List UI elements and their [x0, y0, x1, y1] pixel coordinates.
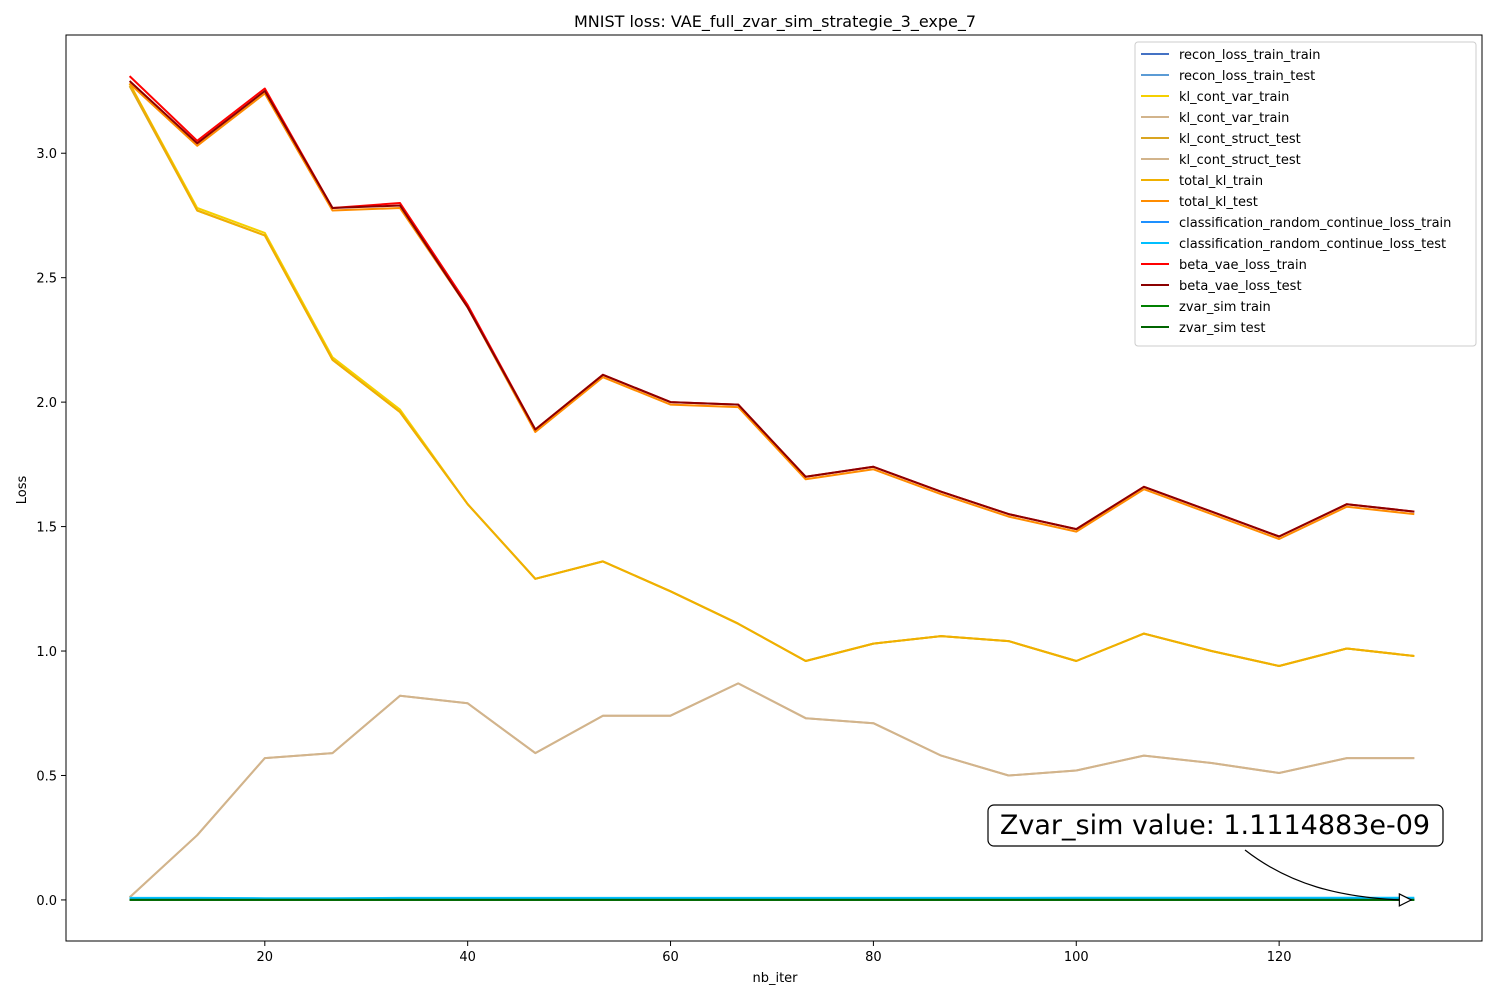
- series-line-11: [128, 80, 1415, 538]
- y-tick-label: 1.0: [36, 645, 57, 660]
- legend-label: total_kl_test: [1179, 195, 1258, 210]
- series-layer: [128, 75, 1415, 901]
- annotation-box: [987, 804, 1444, 847]
- y-tick-label: 1.5: [36, 521, 57, 536]
- x-axis-label: nb_iter: [752, 971, 798, 986]
- axes-layer: 20 40 60 80 100 120 0.0 0.5 1.0 1.5 2.0 2.5 3.0: [36, 34, 1483, 965]
- legend-label: classification_random_continue_loss_trai…: [1179, 216, 1451, 231]
- legend-label: kl_cont_var_train: [1179, 111, 1289, 126]
- series-line-3: [128, 682, 1415, 899]
- legend-label: kl_cont_struct_test: [1179, 132, 1301, 147]
- x-tick-label: 100: [1064, 950, 1089, 965]
- annotation-arrow: [1244, 849, 1400, 901]
- x-tick-label: 80: [865, 950, 882, 965]
- legend-label: kl_cont_var_train: [1179, 90, 1289, 105]
- x-tick-label: 20: [257, 950, 274, 965]
- series-line-9: [129, 896, 1415, 900]
- plot-frame: [65, 34, 1483, 942]
- chart-title: MNIST loss: VAE_full_zvar_sim_strategie_…: [574, 12, 976, 32]
- annotation-text: Zvar_sim value: 1.1114883e-09: [1000, 810, 1430, 841]
- legend-label: classification_random_continue_loss_test: [1179, 237, 1446, 252]
- legend-label: zvar_sim train: [1179, 300, 1271, 315]
- legend-label: beta_vae_loss_test: [1179, 279, 1302, 294]
- legend-label: kl_cont_struct_test: [1179, 153, 1301, 168]
- legend-label: zvar_sim test: [1179, 321, 1265, 336]
- x-tick-label: 40: [459, 950, 476, 965]
- y-axis-label: Loss: [15, 476, 30, 505]
- legend-label: total_kl_train: [1179, 174, 1263, 189]
- annotation-arrowhead: [1398, 892, 1413, 907]
- x-tick-label: 60: [662, 950, 679, 965]
- legend-label: beta_vae_loss_train: [1179, 258, 1307, 273]
- x-tick-label: 120: [1267, 950, 1292, 965]
- y-tick-label: 0.5: [36, 769, 57, 784]
- y-tick-label: 0.0: [36, 894, 57, 909]
- y-tick-label: 2.5: [36, 272, 57, 287]
- legend: recon_loss_train_train recon_loss_train_t…: [1134, 41, 1477, 347]
- y-tick-label: 3.0: [36, 147, 57, 162]
- series-line-7: [128, 82, 1415, 540]
- series-line-6: [128, 83, 1415, 667]
- legend-label: recon_loss_train_test: [1179, 69, 1315, 84]
- annotation-layer: Zvar_sim value: 1.1114883e-09: [987, 804, 1444, 907]
- y-tick-label: 2.0: [36, 396, 57, 411]
- legend-box: [1134, 41, 1477, 347]
- series-line-5: [128, 682, 1415, 899]
- legend-label: recon_loss_train_train: [1179, 48, 1321, 63]
